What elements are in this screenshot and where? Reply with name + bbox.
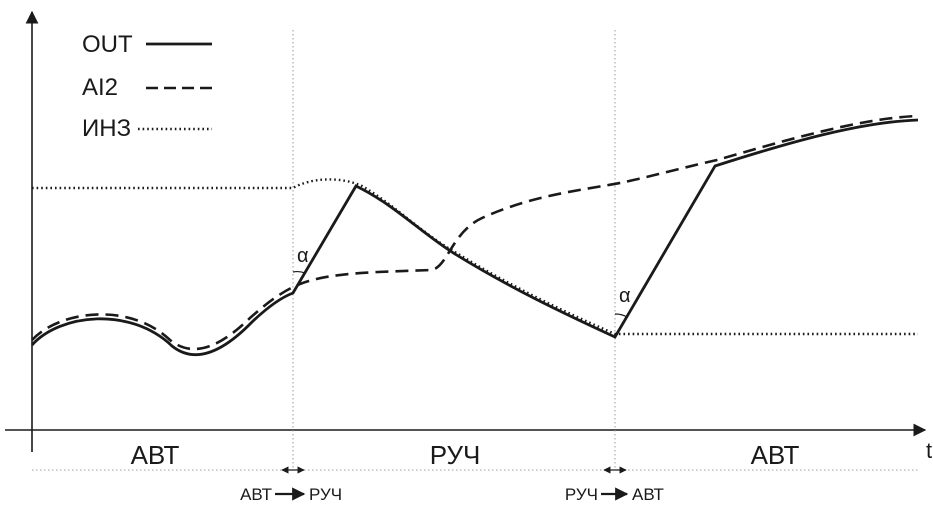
legend-ai2-label: AI2 xyxy=(82,74,118,101)
alpha-arc-2 xyxy=(614,313,628,318)
t-axis-label: t xyxy=(926,438,932,463)
mode-label-auto-right: АВТ xyxy=(751,440,800,470)
alpha-label-1: α xyxy=(297,245,309,267)
alpha-arc-1 xyxy=(292,271,306,274)
inz-curve xyxy=(32,178,918,336)
mode-label-auto-left: АВТ xyxy=(131,440,180,470)
legend: OUT AI2 ИНЗ xyxy=(82,31,212,142)
transition-manual-to-auto-from: РУЧ xyxy=(565,485,598,504)
transition-manual-to-auto-to: АВТ xyxy=(632,485,664,504)
ai2-curve xyxy=(31,114,919,351)
transition-auto-to-manual-from: АВТ xyxy=(240,485,272,504)
mode-label-manual: РУЧ xyxy=(430,440,481,470)
legend-inz-label: ИНЗ xyxy=(82,115,131,142)
out-curve xyxy=(30,118,919,357)
legend-out-label: OUT xyxy=(82,31,133,58)
transition-auto-to-manual-to: РУЧ xyxy=(309,485,342,504)
alpha-label-2: α xyxy=(619,285,631,307)
